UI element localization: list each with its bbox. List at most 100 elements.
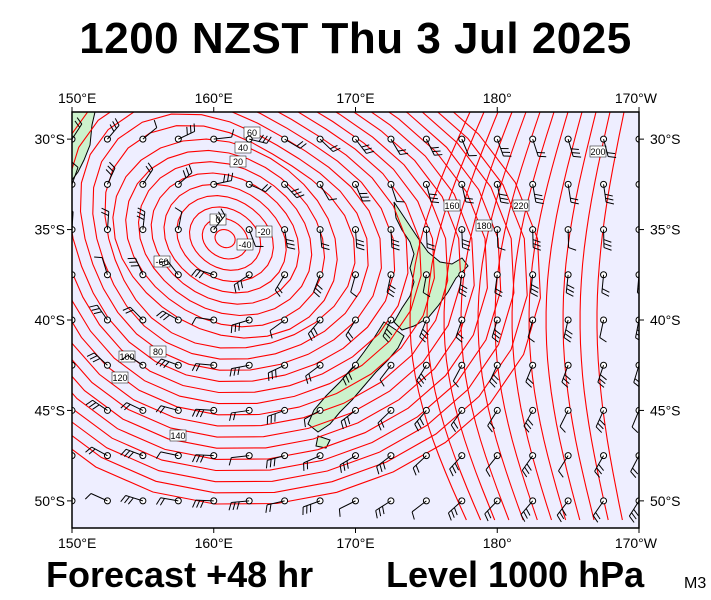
wind-barb: [245, 134, 272, 144]
wind-barb: [564, 226, 577, 251]
wind-barb: [191, 361, 218, 372]
wind-barb: [155, 451, 182, 460]
wind-barb: [561, 361, 572, 388]
lat-label-left: 50°S: [34, 493, 65, 509]
wind-barb: [305, 361, 324, 384]
wind-barb: [85, 446, 111, 460]
contour-ring: [72, 112, 488, 460]
wind-barb: [458, 271, 468, 298]
wind-barb: [592, 497, 608, 523]
wind-barb: [458, 180, 474, 204]
wind-barb: [89, 304, 111, 324]
wind-barb: [120, 354, 147, 369]
lon-label-bottom: 180°: [483, 535, 512, 551]
contour-label-box: [169, 429, 187, 442]
wind-barb: [422, 135, 443, 156]
contour-line: [477, 112, 527, 521]
wind-barb: [387, 180, 405, 203]
wind-barb: [316, 226, 330, 251]
wind-barb: [245, 180, 272, 193]
wind-barb: [411, 497, 430, 520]
wind-barb: [600, 271, 610, 297]
contour-line: [562, 112, 597, 521]
contour-ring: [72, 112, 409, 394]
wind-barb: [233, 271, 253, 293]
contour-ring: [104, 125, 356, 349]
contour-ring: [150, 172, 300, 305]
wind-barb: [350, 271, 359, 298]
contour-ring: [72, 112, 541, 505]
wind-barb: [564, 180, 579, 205]
contour-label-box: [255, 225, 273, 238]
wind-barb: [122, 306, 147, 324]
wind-barb: [103, 161, 116, 188]
wind-barb: [302, 497, 324, 516]
wind-barb: [414, 406, 430, 432]
wind-barb: [521, 452, 537, 478]
wind-barb: [527, 316, 537, 343]
wind-barb: [529, 135, 547, 158]
contour-label: 140: [170, 431, 185, 441]
contour-ring: [188, 206, 262, 271]
wind-barb: [191, 316, 218, 325]
wind-barb: [600, 226, 612, 251]
lat-label-left: 35°S: [34, 222, 65, 238]
contour-label: 20: [233, 157, 243, 167]
wind-barb: [155, 358, 182, 369]
contour-label-box: [236, 238, 254, 251]
contour-ring: [176, 195, 274, 283]
contour-label: 60: [247, 128, 257, 138]
contour-line: [545, 112, 583, 521]
wind-barb: [377, 406, 395, 431]
contour-line: [443, 112, 499, 521]
contour-line: [596, 112, 625, 521]
wind-barb: [338, 497, 359, 517]
wind-barb: [491, 316, 502, 343]
contour-label-box: [153, 255, 171, 268]
contour-line: [511, 112, 555, 521]
contour-label: 160: [444, 201, 459, 211]
wind-barb: [447, 497, 466, 521]
wind-barb: [120, 402, 147, 414]
contour-ring: [163, 183, 287, 294]
wind-barb: [342, 361, 359, 386]
wind-barb: [455, 316, 466, 343]
wind-barb: [520, 497, 537, 522]
wind-barb: [485, 452, 501, 477]
contour-label-box: [475, 219, 493, 232]
wind-barb: [229, 361, 253, 377]
contour-line: [579, 112, 611, 521]
wind-barb: [489, 361, 501, 388]
wind-barb: [85, 399, 111, 414]
lat-label-left: 40°S: [34, 312, 65, 328]
contour-label-box: [229, 155, 247, 168]
wind-barb: [120, 448, 147, 460]
lon-label-bottom: 160°E: [195, 535, 233, 551]
wind-barb: [376, 452, 395, 475]
geopotential-contours: [72, 112, 625, 521]
wind-barb: [316, 180, 337, 201]
lon-label-bottom: 150°E: [58, 535, 96, 551]
wind-barb: [127, 257, 147, 279]
wind-barb: [313, 271, 324, 298]
wind-barb: [484, 497, 501, 522]
contour-label: -40: [238, 240, 251, 250]
wind-barb: [120, 495, 147, 505]
wind-barb: [352, 180, 371, 202]
contour-ring: [92, 113, 369, 360]
wind-barb: [529, 226, 541, 251]
axis-ticks: [67, 107, 644, 533]
contour-ring: [214, 228, 236, 249]
contour-label: 100: [119, 352, 134, 362]
wind-barb: [191, 268, 218, 279]
wind-barb: [269, 316, 289, 339]
wind-barb: [599, 316, 608, 343]
wind-barb: [563, 316, 573, 343]
wind-barb: [375, 497, 395, 519]
wind-barb: [416, 361, 430, 388]
contour-label: 0: [215, 215, 220, 225]
contour-ring: [72, 112, 515, 483]
forecast-label: Forecast +48 hr: [46, 554, 314, 595]
wind-barb: [600, 180, 615, 205]
wind-barb: [564, 135, 582, 158]
